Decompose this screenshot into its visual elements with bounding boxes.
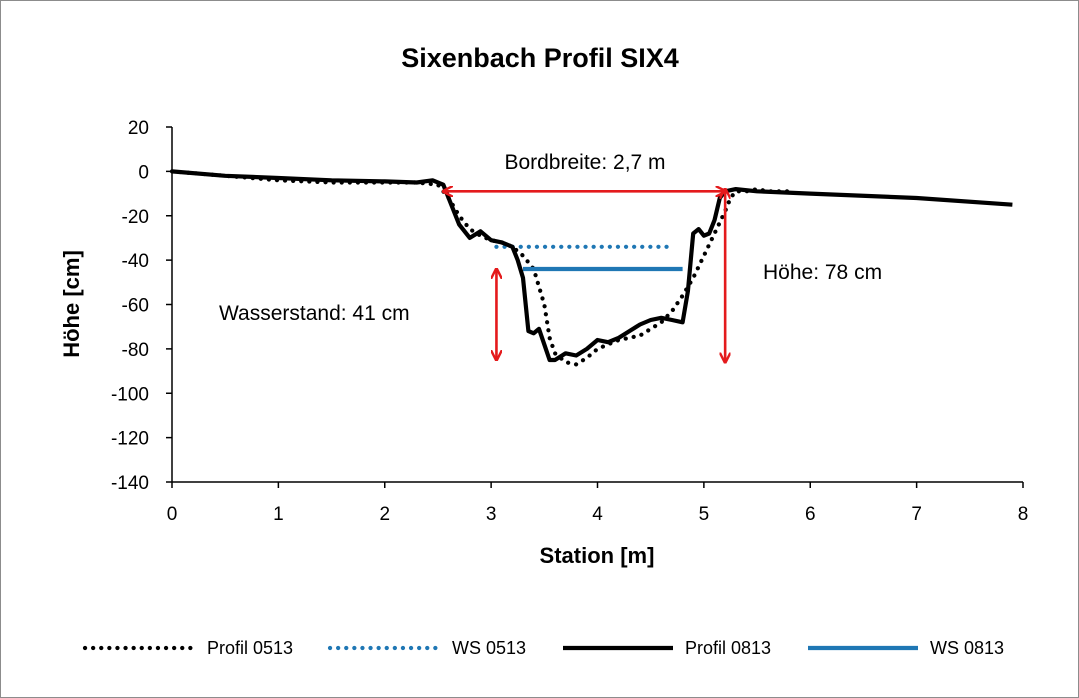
- series-line-3: [171, 169, 1013, 363]
- x-axis-title: Station [m]: [540, 543, 655, 568]
- chart-title: Sixenbach Profil SIX4: [401, 43, 679, 73]
- axes: 20 0 -20 -40 -60 -80 -100 -120 -140 0 1 2 3 4 5 6 7 8: [111, 118, 1028, 525]
- y-tick-label: -140: [111, 473, 149, 494]
- x-tick-label: 1: [273, 504, 284, 525]
- series-layer: [169, 169, 1013, 367]
- legend: Profil 0513 WS 0513 Profil 0813 WS 0813: [82, 638, 1004, 658]
- y-tick-label: -40: [122, 251, 149, 272]
- annotation-label: Wasserstand: 41 cm: [219, 302, 410, 325]
- y-tick-label: -80: [122, 340, 149, 361]
- x-tick-label: 2: [379, 504, 390, 525]
- x-tick-label: 4: [592, 504, 603, 525]
- x-tick-label: 5: [699, 504, 710, 525]
- y-tick-label: -20: [122, 207, 149, 228]
- legend-label: Profil 0813: [685, 638, 771, 658]
- y-axis-title: Höhe [cm]: [59, 250, 84, 358]
- legend-label: Profil 0513: [207, 638, 293, 658]
- series-line-1: [169, 169, 792, 367]
- y-tick-label: 0: [138, 162, 149, 183]
- legend-label: WS 0513: [452, 638, 526, 658]
- legend-label: WS 0813: [930, 638, 1004, 658]
- y-tick-label: -60: [122, 296, 149, 317]
- annotation-label: Bordbreite: 2,7 m: [504, 151, 665, 174]
- annotation-layer: Bordbreite: 2,7 m Wasserstand: 41 cm Höhe:…: [219, 151, 882, 362]
- annotation-label: Höhe: 78 cm: [763, 261, 882, 284]
- y-tick-label: -120: [111, 429, 149, 450]
- x-tick-label: 3: [486, 504, 497, 525]
- x-tick-label: 7: [911, 504, 922, 525]
- x-tick-label: 0: [167, 504, 178, 525]
- x-tick-label: 6: [805, 504, 816, 525]
- y-tick-label: -100: [111, 384, 149, 405]
- x-tick-label: 8: [1018, 504, 1029, 525]
- y-tick-label: 20: [128, 118, 149, 139]
